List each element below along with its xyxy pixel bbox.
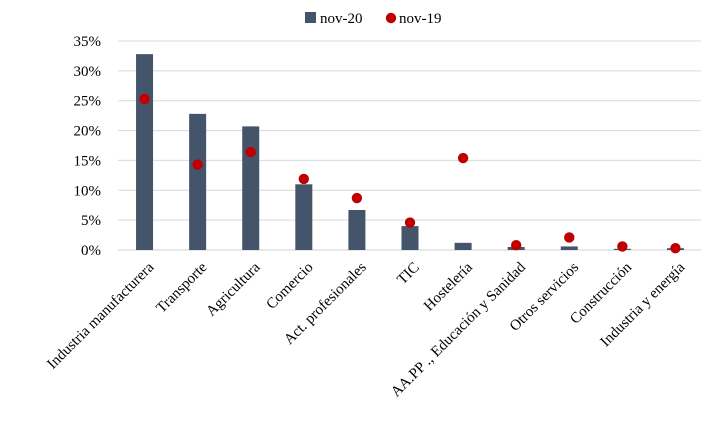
y-tick-label: 30% xyxy=(74,64,102,80)
marker xyxy=(298,173,310,185)
x-category-label: Comercio xyxy=(264,260,317,313)
x-category-label: Agricultura xyxy=(203,259,263,319)
legend-swatch-nov-19 xyxy=(385,12,397,24)
y-axis-ticks: 0% 5% 10% 15% 20% 25% 30% 35% xyxy=(74,34,102,259)
y-tick-label: 20% xyxy=(74,124,102,140)
marker xyxy=(564,232,575,243)
marker xyxy=(617,241,628,252)
legend-label-nov-19: nov-19 xyxy=(399,11,442,27)
marker xyxy=(510,240,522,251)
y-tick-label: 15% xyxy=(74,153,102,169)
bar xyxy=(401,226,419,250)
bar xyxy=(348,209,366,250)
bar xyxy=(454,242,472,250)
bar xyxy=(242,126,260,250)
x-axis-labels: Industria manufactureraTransporteAgricul… xyxy=(44,259,688,400)
legend-label-nov-20: nov-20 xyxy=(320,11,363,27)
legend: nov-20 nov-19 xyxy=(305,11,442,27)
y-tick-label: 35% xyxy=(74,34,102,50)
marker xyxy=(245,146,256,158)
x-category-label: TIC xyxy=(394,260,422,288)
bar xyxy=(189,113,207,250)
gridlines xyxy=(118,40,701,251)
marker xyxy=(139,93,150,105)
marker xyxy=(192,159,203,170)
bar xyxy=(136,54,154,250)
marker xyxy=(404,217,416,228)
marker xyxy=(351,192,363,204)
x-category-label: Hostelería xyxy=(421,259,476,314)
bar xyxy=(560,246,578,250)
legend-swatch-nov-20 xyxy=(305,12,316,23)
markers-nov-19 xyxy=(139,93,681,254)
marker xyxy=(670,243,681,254)
bar xyxy=(295,184,313,250)
y-tick-label: 5% xyxy=(81,213,101,229)
y-tick-label: 25% xyxy=(74,94,102,110)
x-category-label: Transporte xyxy=(154,259,211,316)
y-tick-label: 10% xyxy=(74,183,102,199)
marker xyxy=(457,152,469,164)
bars-nov-20 xyxy=(136,54,684,250)
x-category-label: Industria manufacturera xyxy=(44,259,157,372)
y-tick-label: 0% xyxy=(81,243,101,259)
